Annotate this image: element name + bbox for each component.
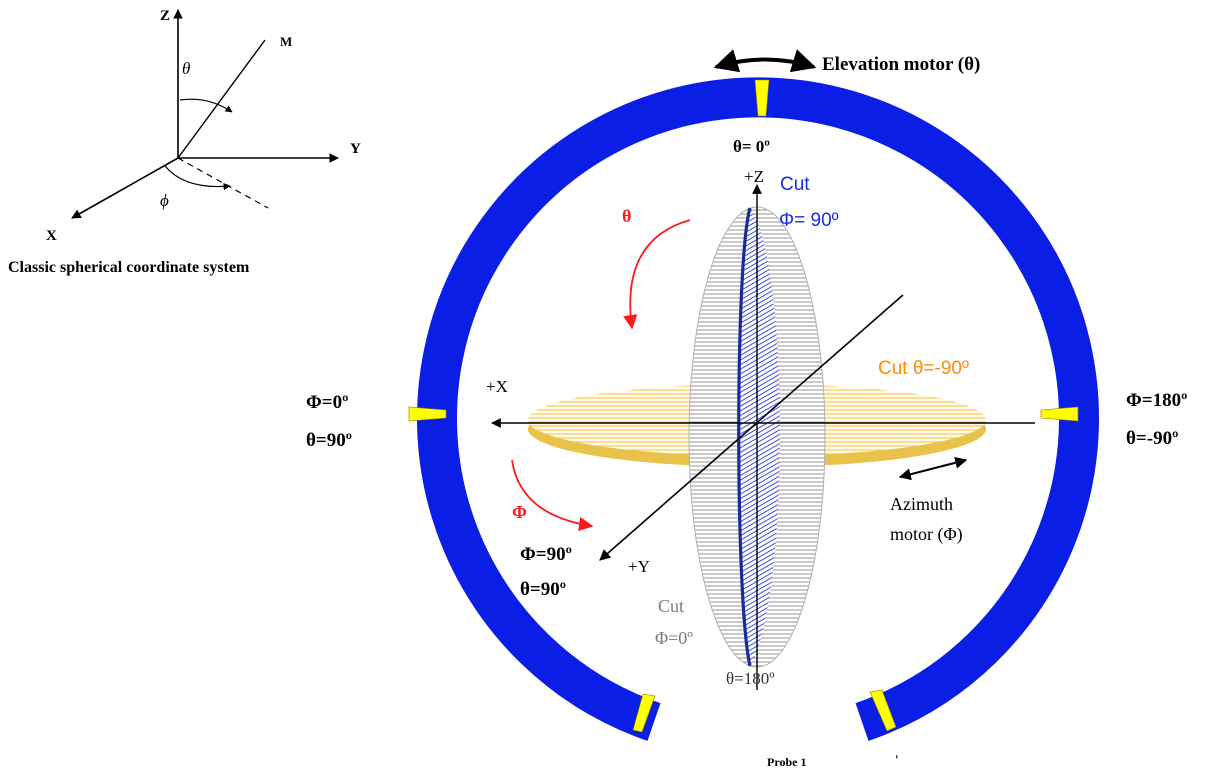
spherical-coordinates-inset: Z Y X M θ ϕ Classic spherical coordinate… bbox=[8, 8, 361, 276]
azimuth-label-line1: Azimuth bbox=[890, 494, 953, 514]
elevation-motor-label: Elevation motor (θ) bbox=[822, 54, 980, 75]
phi-red-label: Φ bbox=[512, 502, 527, 522]
cut-phi0-line1: Cut bbox=[658, 596, 684, 616]
main-labels: Elevation motor (θ) θ= 0º +Z Cut Φ= 90º … bbox=[306, 54, 1187, 769]
inset-x-axis bbox=[71, 157, 179, 219]
plus-x-label: +X bbox=[486, 377, 508, 396]
main-y-axis bbox=[599, 294, 904, 561]
azimuth-label-line2: motor (Φ) bbox=[890, 524, 963, 545]
measurement-ring bbox=[408, 77, 1099, 741]
marker-bottom-right bbox=[869, 689, 897, 732]
marker-bottom-left bbox=[632, 693, 656, 733]
inset-radius-line bbox=[177, 39, 266, 159]
bottom-phi-label: Φ=90º bbox=[520, 544, 572, 565]
inset-phi-arc bbox=[164, 165, 231, 191]
cut-theta90-label: Cut θ=-90º bbox=[878, 358, 969, 379]
plus-z-label: +Z bbox=[744, 167, 764, 186]
cut-phi0-line2: Φ=0º bbox=[655, 628, 693, 648]
elevation-motor-arrow bbox=[713, 49, 817, 73]
left-phi-label: Φ=0º bbox=[306, 392, 348, 413]
cut-phi90-line1: Cut bbox=[780, 174, 810, 195]
inset-phi-label: ϕ bbox=[160, 191, 169, 210]
theta-180-label: θ=180º bbox=[726, 669, 775, 688]
cut-phi90-line2: Φ= 90º bbox=[779, 210, 839, 231]
right-phi-label: Φ=180º bbox=[1126, 390, 1187, 411]
left-theta-label: θ=90º bbox=[306, 430, 352, 451]
inset-z-label: Z bbox=[160, 8, 170, 24]
inset-y-label: Y bbox=[350, 141, 361, 157]
phi90-cut-plane bbox=[738, 208, 780, 666]
probe-label: Probe 1 bbox=[767, 755, 806, 769]
azimuth-motor-arrow bbox=[898, 456, 968, 481]
marker-right bbox=[1040, 406, 1079, 422]
stray-mark: ' bbox=[895, 752, 899, 767]
marker-top bbox=[754, 79, 770, 117]
marker-left bbox=[408, 406, 447, 422]
inset-m-label: M bbox=[280, 34, 292, 49]
inset-theta-label: θ bbox=[182, 59, 190, 78]
phi-rotation-arrow bbox=[511, 459, 594, 532]
inset-x-label: X bbox=[46, 228, 57, 244]
inset-caption: Classic spherical coordinate system bbox=[8, 259, 250, 276]
bottom-theta-label: θ=90º bbox=[520, 579, 566, 600]
inset-theta-arc bbox=[179, 98, 233, 113]
plus-y-label: +Y bbox=[628, 557, 650, 576]
main-axes bbox=[491, 184, 1035, 690]
phi90-cut-edge bbox=[737, 207, 752, 667]
theta-zero-label: θ= 0º bbox=[733, 137, 770, 156]
theta-rotation-arrow bbox=[623, 219, 691, 330]
theta-red-label: θ bbox=[622, 206, 631, 226]
right-theta-label: θ=-90º bbox=[1126, 428, 1178, 449]
